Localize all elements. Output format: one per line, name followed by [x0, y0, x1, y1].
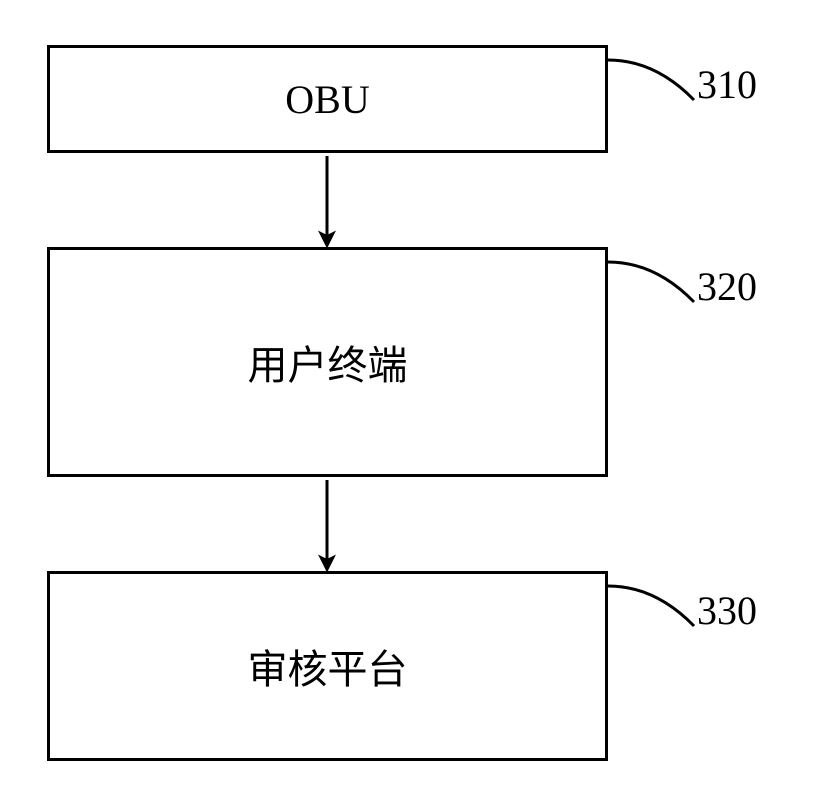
callouts-group	[608, 60, 694, 626]
callout-curve	[608, 60, 694, 100]
callout-curve	[608, 262, 694, 302]
node-audit-platform: 审核平台	[47, 571, 608, 761]
callout-curve	[608, 586, 694, 626]
node-user-terminal-label: 用户终端	[248, 333, 408, 391]
diagram-canvas: OBU 用户终端 审核平台 310 320 330	[0, 0, 826, 807]
node-obu: OBU	[47, 45, 608, 153]
ref-label-330: 330	[697, 587, 757, 634]
ref-label-310: 310	[697, 61, 757, 108]
node-audit-platform-label: 审核平台	[248, 637, 408, 695]
ref-label-320: 320	[697, 263, 757, 310]
node-user-terminal: 用户终端	[47, 247, 608, 477]
node-obu-label: OBU	[285, 76, 369, 123]
